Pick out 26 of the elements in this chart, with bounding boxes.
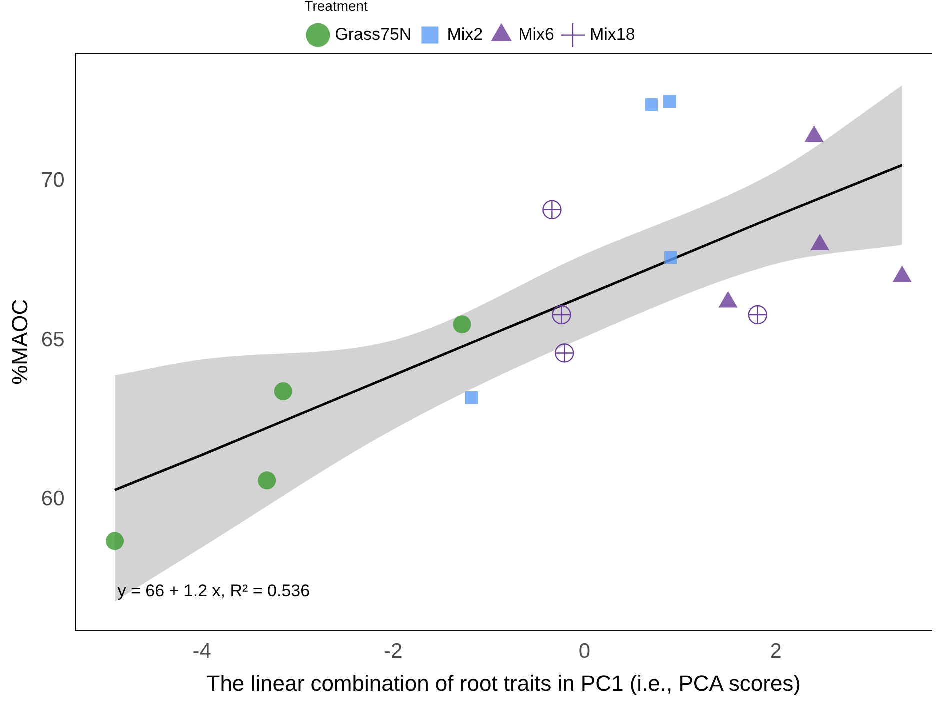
x-axis-title: The linear combination of root traits in PC1 (i.e., PCA scores) (206, 670, 802, 696)
y-axis-title: %MAOC (7, 299, 32, 385)
legend-label: Mix18 (590, 24, 636, 44)
point (106, 532, 124, 550)
legend-label: Mix2 (447, 24, 484, 44)
point (555, 344, 574, 363)
y-tick-label: 70 (41, 169, 65, 192)
x-tick-label: 2 (770, 640, 782, 663)
point (274, 382, 292, 400)
legend-title: Treatment (304, 0, 368, 14)
point (453, 316, 472, 334)
point (552, 305, 572, 325)
point (258, 472, 276, 490)
y-tick-label: 65 (41, 328, 65, 352)
annotation: y = 66 + 1.2 x, R² = 0.536 (118, 582, 310, 601)
x-tick-label: -2 (384, 640, 403, 663)
point (645, 98, 658, 112)
legend-label: Mix6 (518, 24, 554, 44)
point (748, 305, 768, 325)
y-tick-label: 60 (41, 488, 65, 511)
x-tick-label: 0 (578, 640, 591, 663)
point (664, 95, 676, 108)
legend-label: Grass75N (335, 24, 412, 44)
x-tick-label: -4 (192, 640, 212, 663)
point (465, 391, 478, 404)
point (664, 251, 678, 264)
